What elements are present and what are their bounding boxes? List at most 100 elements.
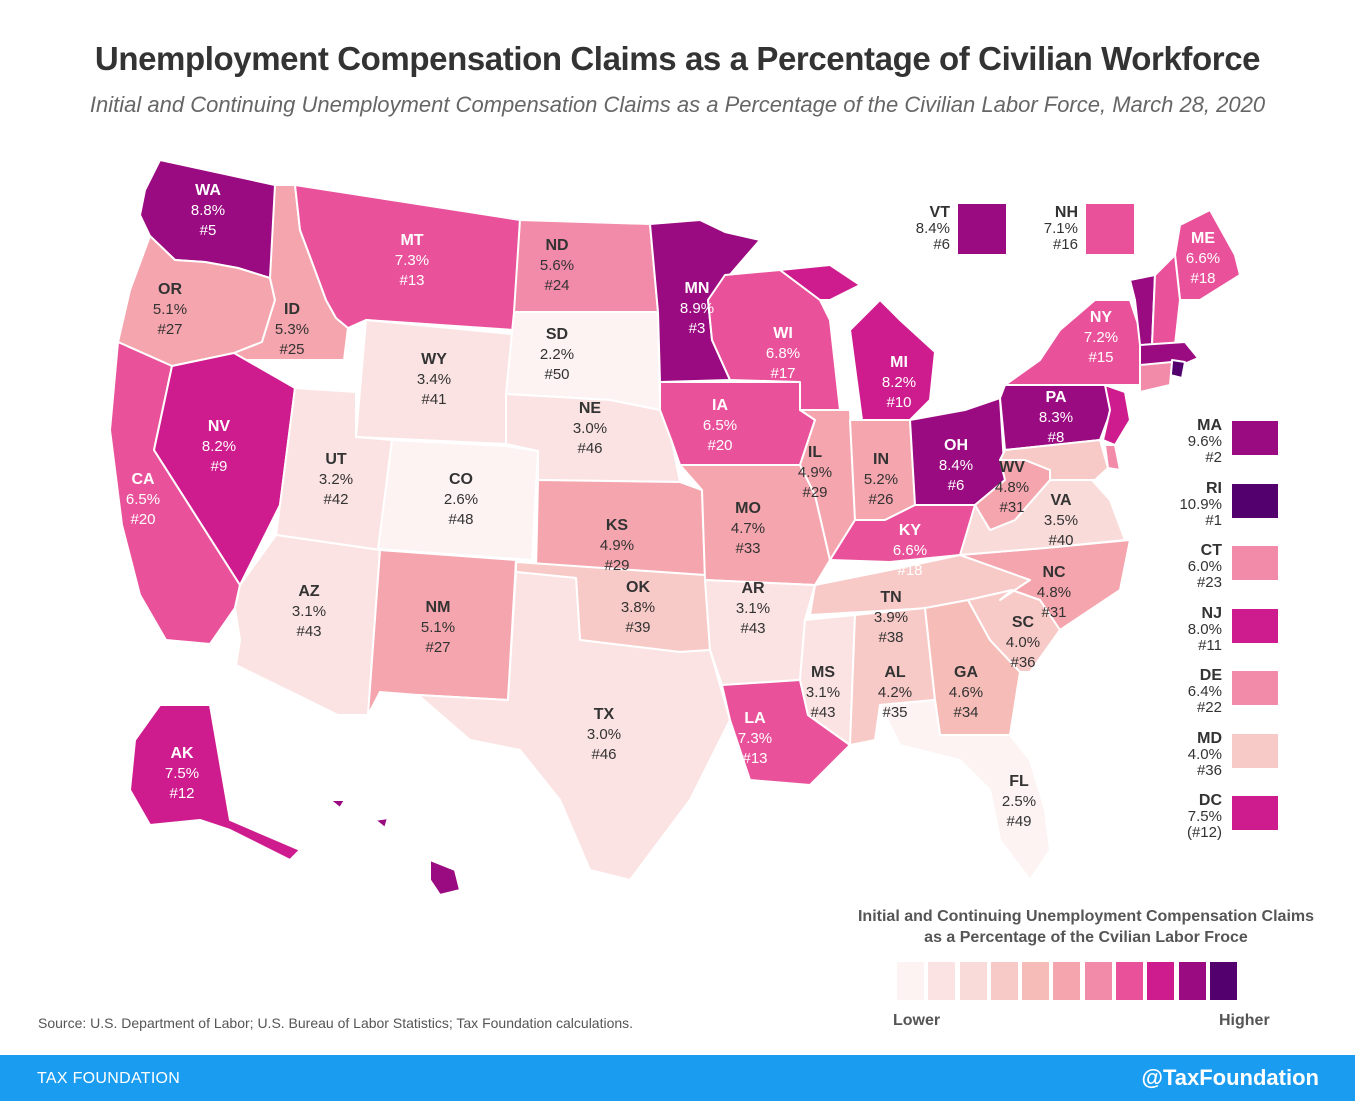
label-ar-value: 3.1% <box>736 600 770 617</box>
label-al-value: 4.2% <box>878 684 912 701</box>
label-or-rank: #27 <box>157 321 182 338</box>
state-de <box>1104 444 1121 471</box>
label-ut-rank: #42 <box>323 491 348 508</box>
label-ga-rank: #34 <box>953 704 978 721</box>
legend-ma-rank: #2 <box>1205 449 1222 466</box>
label-ak-value: 7.5% <box>165 765 199 782</box>
label-nm-rank: #27 <box>425 639 450 656</box>
legend-ct-swatch <box>1232 546 1278 580</box>
legend-lower-label: Lower <box>893 1012 941 1029</box>
label-ne-value: 3.0% <box>573 420 607 437</box>
source-note: Source: U.S. Department of Labor; U.S. B… <box>38 1015 634 1031</box>
callout-vt-swatch <box>958 204 1006 254</box>
label-fl-abbr: FL <box>1009 773 1029 790</box>
label-nv-value: 8.2% <box>202 438 236 455</box>
label-ak-rank: #12 <box>169 785 194 802</box>
label-me-abbr: ME <box>1191 230 1215 247</box>
label-in-value: 5.2% <box>864 471 898 488</box>
label-ny-rank: #15 <box>1088 349 1113 366</box>
state-hi <box>329 799 461 896</box>
label-wy-abbr: WY <box>421 351 447 368</box>
label-ms-value: 3.1% <box>806 684 840 701</box>
scale-swatch-10 <box>1178 962 1206 1000</box>
label-wv-value: 4.8% <box>995 479 1029 496</box>
state-ak <box>129 704 301 861</box>
label-mi-value: 8.2% <box>882 374 916 391</box>
label-mt-value: 7.3% <box>395 252 429 269</box>
label-nd-abbr: ND <box>545 237 568 254</box>
label-ms-rank: #43 <box>810 704 835 721</box>
label-mo-rank: #33 <box>735 540 760 557</box>
label-tn-rank: #38 <box>878 629 903 646</box>
label-ia-rank: #20 <box>707 437 732 454</box>
label-me-value: 6.6% <box>1186 250 1220 267</box>
legend-nj-rank: #11 <box>1198 636 1222 654</box>
label-wv-abbr: WV <box>999 459 1025 476</box>
label-va-abbr: VA <box>1050 492 1071 509</box>
label-tx-abbr: TX <box>594 706 615 723</box>
scale-swatch-6 <box>1053 962 1081 1000</box>
label-az-abbr: AZ <box>298 583 320 600</box>
label-ca-abbr: CA <box>131 471 155 488</box>
label-sc-rank: #36 <box>1010 654 1035 671</box>
legend-de-text: DE 6.4% #22 <box>1160 668 1222 716</box>
legend-ri-text: RI 10.9% #1 <box>1160 480 1222 529</box>
label-va-rank: #40 <box>1048 532 1073 549</box>
label-nc-rank: #31 <box>1041 604 1066 621</box>
label-il-rank: #29 <box>802 484 827 501</box>
label-ky-value: 6.6% <box>893 542 927 559</box>
label-wa-value: 8.8% <box>191 202 225 219</box>
legend-ri-value: 10.9% <box>1179 495 1222 513</box>
label-il-value: 4.9% <box>798 464 832 481</box>
label-mt-rank: #13 <box>399 272 424 289</box>
callout-vt-value: 8.4% <box>915 220 950 237</box>
label-ar-rank: #43 <box>740 620 765 637</box>
label-ny-abbr: NY <box>1090 309 1113 326</box>
legend-de-swatch <box>1232 671 1278 705</box>
label-tx-value: 3.0% <box>587 726 621 743</box>
scale-swatch-5 <box>1022 962 1050 1000</box>
label-co-rank: #48 <box>448 511 473 528</box>
label-in-abbr: IN <box>873 451 889 468</box>
state-co <box>377 439 539 561</box>
legend-nj-abbr: NJ <box>1201 604 1222 622</box>
legend-ri-swatch <box>1232 483 1278 518</box>
label-mn-rank: #3 <box>689 320 706 337</box>
legend-md-text: MD 4.0% #36 <box>1160 730 1222 779</box>
label-wi-rank: #17 <box>770 365 795 382</box>
page-title: Unemployment Compensation Claims as a Pe… <box>94 40 1261 77</box>
scale-swatch-4 <box>990 962 1018 1000</box>
legend-ma-value: 9.6% <box>1187 433 1222 450</box>
legend-ma-text: MA 9.6% #2 <box>1160 418 1222 466</box>
label-nc-abbr: NC <box>1042 564 1066 581</box>
state-tx <box>417 571 731 881</box>
label-sc-abbr: SC <box>1012 614 1035 631</box>
legend-md-swatch <box>1232 733 1278 768</box>
scale-swatch-9 <box>1147 962 1175 1000</box>
legend-de-value: 6.4% <box>1187 683 1222 700</box>
legend-ma-swatch <box>1232 421 1278 455</box>
label-la-rank: #13 <box>742 750 767 767</box>
label-mi-rank: #10 <box>886 394 911 411</box>
label-ga-abbr: GA <box>954 664 978 681</box>
label-la-abbr: LA <box>744 710 766 727</box>
legend-dc-text: DC 7.5% (#12) <box>1160 793 1222 841</box>
label-co-value: 2.6% <box>444 491 478 508</box>
label-ky-abbr: KY <box>899 522 922 539</box>
state-ct <box>1139 361 1173 393</box>
callout-nh-swatch <box>1086 204 1134 254</box>
label-sd-abbr: SD <box>546 326 568 343</box>
label-or-value: 5.1% <box>153 301 187 318</box>
label-mo-abbr: MO <box>735 500 761 517</box>
legend-ma-abbr: MA <box>1197 417 1222 434</box>
label-hi-abbr: HI <box>374 840 390 857</box>
label-wy-rank: #41 <box>421 391 446 408</box>
legend-md-rank: #36 <box>1196 761 1222 779</box>
label-al-abbr: AL <box>884 664 906 681</box>
callout-vt-abbr: VT <box>929 204 950 221</box>
label-mn-value: 8.9% <box>680 300 714 317</box>
label-mn-abbr: MN <box>685 280 710 297</box>
label-ia-value: 6.5% <box>703 417 737 434</box>
label-oh-value: 8.4% <box>939 457 973 474</box>
label-ok-rank: #39 <box>625 619 650 636</box>
